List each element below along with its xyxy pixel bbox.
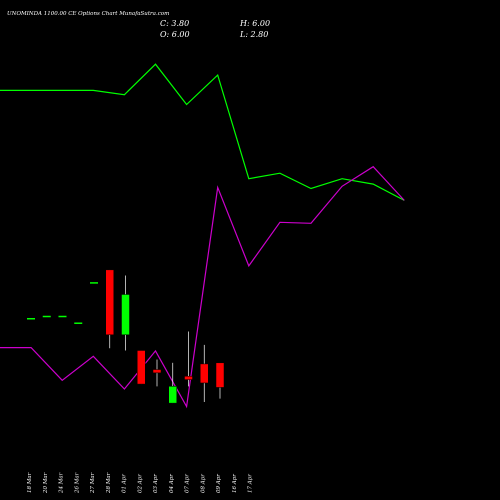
x-tick-label: 28 Mar <box>106 472 112 494</box>
x-tick-label: 20 Mar <box>43 472 49 494</box>
candle-body <box>121 294 130 336</box>
low-value: L: 2.80 <box>239 30 268 39</box>
indicator-lines <box>0 63 405 409</box>
candles <box>27 269 225 404</box>
candle <box>215 362 225 399</box>
candle-body <box>58 315 67 318</box>
candle-body <box>74 322 83 324</box>
candle <box>152 359 162 387</box>
candle <box>42 315 51 318</box>
candle-body <box>152 369 162 374</box>
candle <box>58 315 67 318</box>
candle <box>184 331 193 387</box>
x-tick-label: 03 Apr <box>153 474 159 493</box>
x-tick-label: 24 Mar <box>59 472 65 494</box>
x-tick-label: 26 Mar <box>74 472 80 494</box>
candle <box>137 350 146 385</box>
chart-header: UNOMINDA 1100.00 CE Options Chart Munafa… <box>7 11 270 39</box>
candle-body <box>200 363 209 384</box>
chart-title: UNOMINDA 1100.00 CE Options Chart Munafa… <box>7 11 169 17</box>
candle <box>90 282 98 284</box>
x-tick-label: 07 Apr <box>185 474 191 493</box>
open-value: O: 6.00 <box>160 30 190 39</box>
x-tick-label: 18 Mar <box>27 472 33 493</box>
x-tick-label: 01 Apr <box>122 474 128 493</box>
candle <box>168 362 177 404</box>
candle-body <box>137 350 146 385</box>
x-tick-label: 17 Apr <box>248 474 254 493</box>
x-axis-labels: 18 Mar 20 Mar 24 Mar 26 Mar 27 Mar 28 Mar 01 A… <box>27 472 254 494</box>
indicator-line-2 <box>0 165 405 409</box>
candle-body <box>105 269 114 336</box>
x-tick-label: 08 Apr <box>200 474 206 493</box>
high-value: H: 6.00 <box>239 19 270 28</box>
candle <box>27 318 35 320</box>
x-tick-label: 02 Apr <box>137 474 143 493</box>
x-tick-label: 09 Apr <box>216 474 222 493</box>
candle <box>74 322 83 324</box>
candle-body <box>184 375 193 380</box>
candle-body <box>27 318 35 320</box>
x-tick-label: 16 Apr <box>232 474 238 493</box>
candle <box>105 269 114 349</box>
candle-body <box>168 386 177 404</box>
x-tick-label: 27 Mar <box>90 472 96 494</box>
close-value: C: 3.80 <box>160 19 189 28</box>
candle-body <box>215 362 225 388</box>
candle <box>121 275 130 351</box>
indicator-line-1 <box>0 63 405 201</box>
x-tick-label: 04 Apr <box>169 474 175 493</box>
candle-body <box>42 315 51 318</box>
candle-body <box>90 282 98 284</box>
candle <box>200 344 209 402</box>
